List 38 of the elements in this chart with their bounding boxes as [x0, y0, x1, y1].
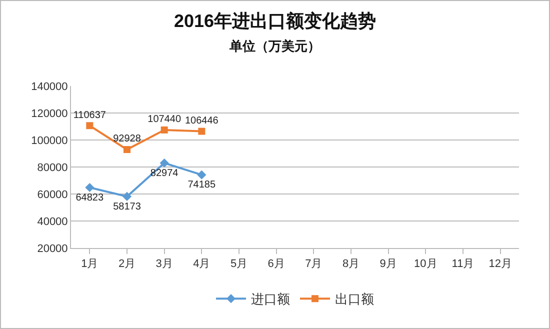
y-tick-label: 60000: [37, 188, 68, 201]
y-tick-label: 140000: [31, 80, 68, 93]
x-tick-label: 11月: [452, 258, 474, 270]
point: [160, 158, 169, 168]
y-tick-label: 80000: [37, 162, 68, 174]
point: [124, 146, 130, 154]
x-tick-label: 2月: [118, 258, 136, 270]
legend-label: 进口额: [251, 292, 290, 307]
y-tick-label: 100000: [31, 134, 68, 147]
data-label: 58173: [113, 201, 142, 212]
data-label: 110637: [73, 110, 106, 121]
x-tick-label: 3月: [156, 258, 173, 270]
y-tick-label: 20000: [37, 242, 68, 255]
point: [160, 126, 168, 134]
chart-title: 2016年进出口额变化趋势: [174, 11, 376, 32]
point: [86, 122, 94, 130]
point: [122, 192, 132, 202]
chart-subtitle: 单位（万美元）: [228, 38, 320, 54]
x-tick-label: 9月: [380, 258, 397, 270]
data-label: 92928: [113, 134, 142, 145]
x-tick-label: 4月: [193, 258, 210, 270]
x-tick-label: 7月: [305, 258, 322, 270]
x-tick-label: 5月: [230, 258, 248, 270]
data-label: 64823: [76, 192, 104, 204]
legend-label: 出口额: [335, 292, 374, 307]
y-tick-label: 40000: [37, 216, 68, 228]
data-label: 74185: [188, 180, 216, 191]
data-label: 107440: [148, 114, 182, 126]
x-tick-label: 1月: [81, 258, 98, 270]
x-tick-label: 8月: [342, 258, 360, 270]
x-tick-label: 10月: [414, 258, 438, 270]
x-tick-label: 6月: [268, 258, 285, 270]
point: [85, 182, 94, 192]
point: [197, 170, 206, 180]
point: [198, 128, 206, 135]
data-label: 106446: [184, 115, 219, 126]
x-tick-label: 12月: [488, 258, 512, 270]
y-tick-label: 120000: [31, 108, 68, 120]
